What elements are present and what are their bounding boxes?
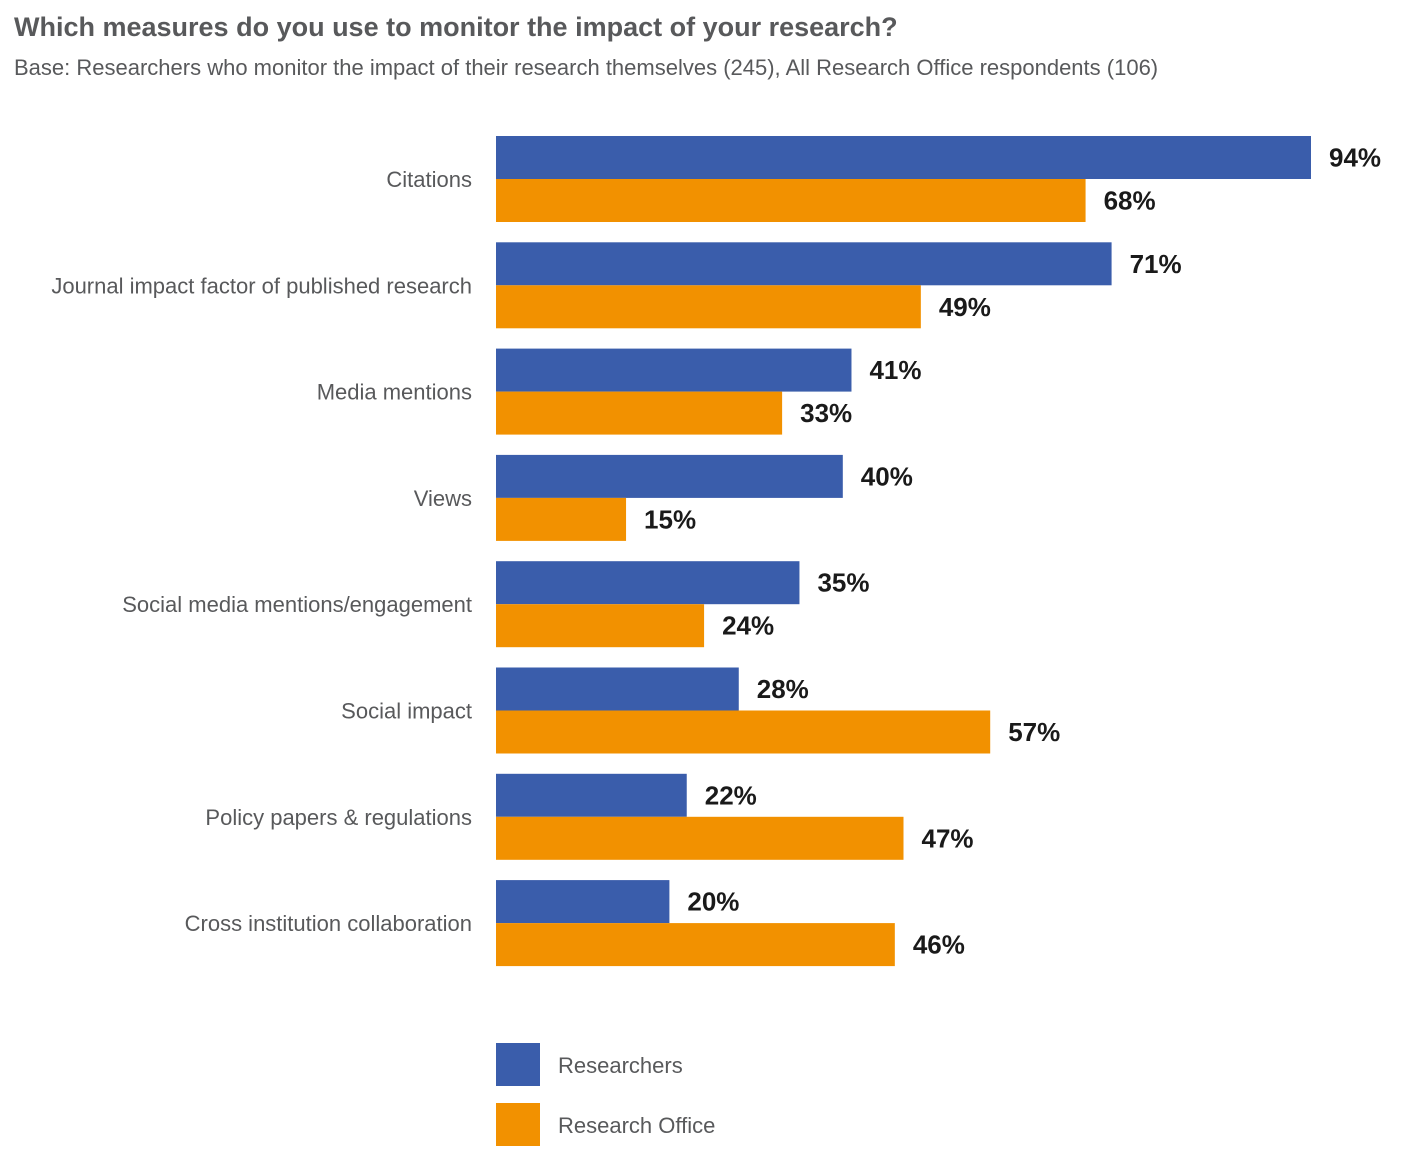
bar-researchers-social-media-mentions-engagement xyxy=(496,561,800,605)
value-label-research-office-media-mentions: 33% xyxy=(800,398,852,428)
bar-research-office-policy-papers-regulations xyxy=(496,816,904,860)
category-label-media-mentions: Media mentions xyxy=(317,380,472,405)
bar-research-office-citations xyxy=(496,179,1086,222)
category-label-policy-papers-regulations: Policy papers & regulations xyxy=(205,805,472,830)
value-label-research-office-views: 15% xyxy=(644,504,696,534)
value-label-researchers-views: 40% xyxy=(861,461,913,491)
category-label-journal-impact-factor-of-published-research: Journal impact factor of published resea… xyxy=(51,273,472,298)
value-label-research-office-social-media-mentions-engagement: 24% xyxy=(722,611,774,641)
value-label-research-office-journal-impact-factor-of-published-research: 49% xyxy=(939,292,991,322)
category-label-social-media-mentions-engagement: Social media mentions/engagement xyxy=(122,592,472,617)
value-label-research-office-policy-papers-regulations: 47% xyxy=(922,823,974,853)
bar-researchers-social-impact xyxy=(496,667,739,711)
chart-subtitle: Base: Researchers who monitor the impact… xyxy=(14,55,1159,80)
value-label-researchers-journal-impact-factor-of-published-research: 71% xyxy=(1130,249,1182,279)
bar-research-office-social-media-mentions-engagement xyxy=(496,604,705,648)
legend-swatch-research-office xyxy=(496,1103,540,1146)
category-label-social-impact: Social impact xyxy=(341,699,472,724)
bar-researchers-journal-impact-factor-of-published-research xyxy=(496,242,1112,286)
chart-title: Which measures do you use to monitor the… xyxy=(14,12,898,42)
bar-researchers-media-mentions xyxy=(496,348,852,392)
value-label-researchers-social-impact: 28% xyxy=(757,674,809,704)
value-label-researchers-social-media-mentions-engagement: 35% xyxy=(817,568,869,598)
value-label-researchers-media-mentions: 41% xyxy=(869,355,921,385)
value-label-research-office-cross-institution-collaboration: 46% xyxy=(913,930,965,960)
category-label-views: Views xyxy=(414,486,472,511)
bar-research-office-social-impact xyxy=(496,710,991,754)
bar-research-office-journal-impact-factor-of-published-research xyxy=(496,285,921,329)
bar-research-office-cross-institution-collaboration xyxy=(496,923,895,967)
legend: Researchers Research Office xyxy=(496,1043,715,1146)
legend-swatch-researchers xyxy=(496,1043,540,1086)
value-label-researchers-citations: 94% xyxy=(1329,143,1381,173)
legend-label-researchers: Researchers xyxy=(558,1053,683,1078)
value-label-researchers-cross-institution-collaboration: 20% xyxy=(687,887,739,917)
bar-researchers-policy-papers-regulations xyxy=(496,773,687,817)
legend-label-research-office: Research Office xyxy=(558,1113,715,1138)
value-label-research-office-social-impact: 57% xyxy=(1008,717,1060,747)
bar-researchers-views xyxy=(496,454,843,498)
bar-research-office-media-mentions xyxy=(496,391,783,435)
bar-researchers-citations xyxy=(496,136,1311,179)
bars-group: Citations 94% 68% Journal impact factor of … xyxy=(51,136,1381,967)
value-label-researchers-policy-papers-regulations: 22% xyxy=(705,780,757,810)
category-label-cross-institution-collaboration: Cross institution collaboration xyxy=(185,911,472,936)
bar-research-office-views xyxy=(496,497,627,541)
category-label-citations: Citations xyxy=(386,167,472,192)
value-label-research-office-citations: 68% xyxy=(1104,186,1156,216)
bar-researchers-cross-institution-collaboration xyxy=(496,880,670,924)
